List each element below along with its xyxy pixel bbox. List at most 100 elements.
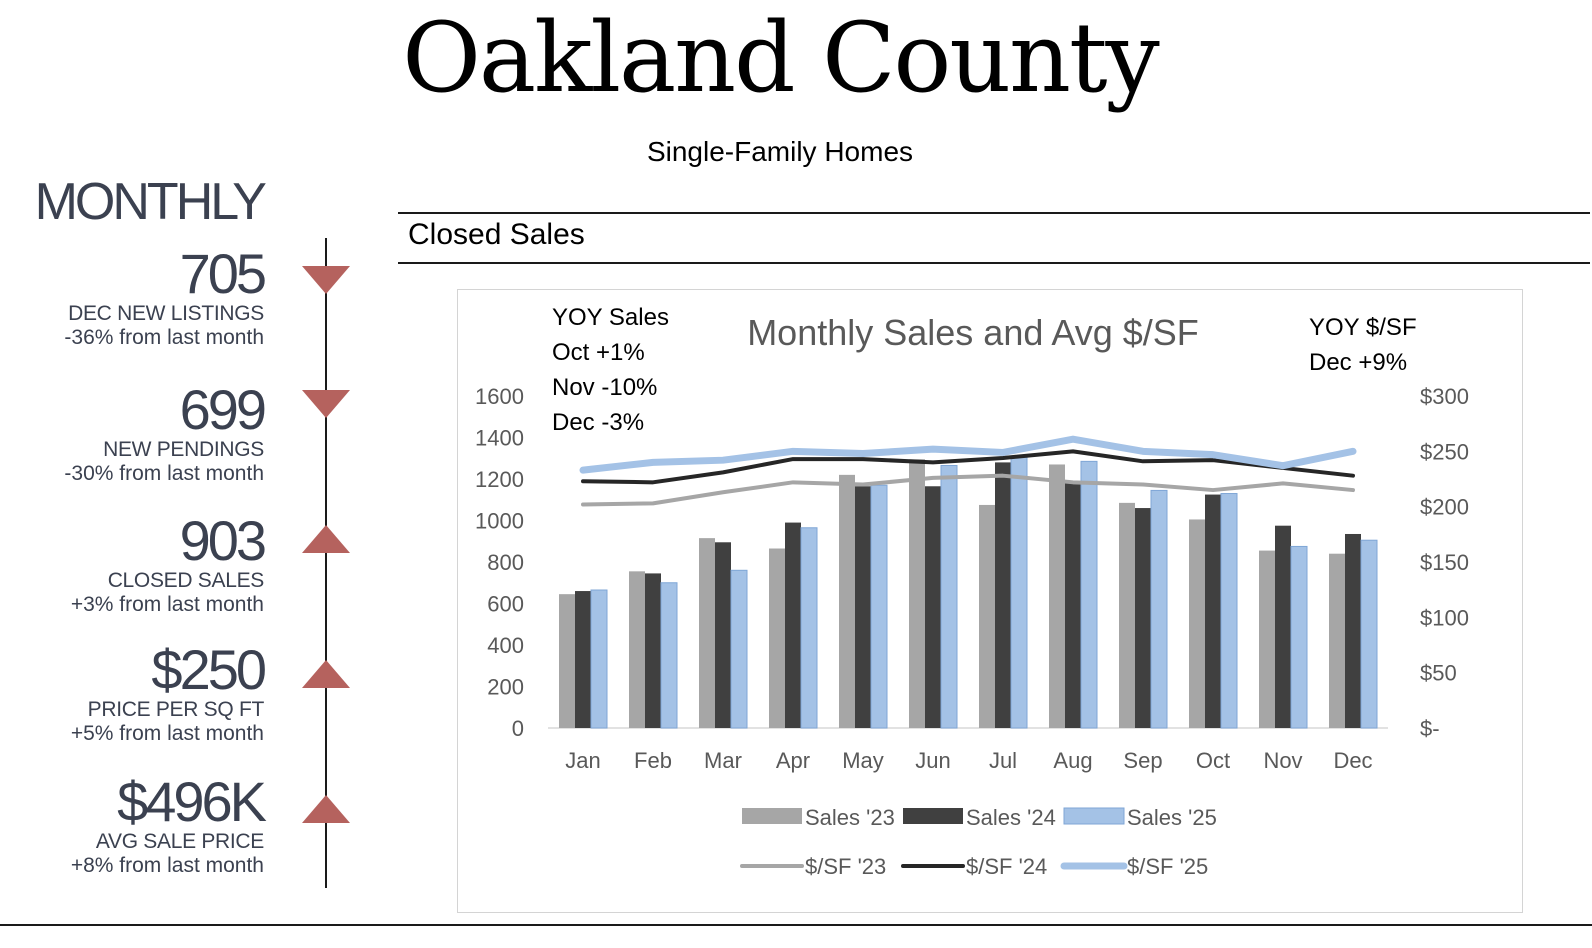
x-tick-label: Jul	[989, 748, 1017, 773]
x-tick-label: Apr	[776, 748, 810, 773]
bar-sales-24	[1205, 494, 1221, 728]
up-triangle-icon	[302, 525, 350, 553]
bar-sales-25	[730, 569, 748, 729]
metric-value: $250	[151, 638, 267, 701]
page-subtitle: Single-Family Homes	[646, 136, 914, 167]
x-tick-label: Sep	[1123, 748, 1162, 773]
down-triangle-icon	[302, 266, 350, 294]
annotation-yoy-sales: Nov -10%	[552, 374, 657, 401]
metric-new-listings: 705 DEC NEW LISTINGS -36% from last mont…	[20, 242, 267, 350]
annotation-yoy-sales: Dec -3%	[552, 409, 644, 436]
bar-sales-23	[909, 459, 925, 728]
x-tick-label: Mar	[704, 748, 742, 773]
metric-label: CLOSED SALES	[107, 569, 265, 592]
bar-sales-23	[629, 571, 645, 728]
metric-change: -36% from last month	[64, 326, 264, 350]
metric-closed-sales: 903 CLOSED SALES +3% from last month	[20, 509, 267, 617]
metric-label: DEC NEW LISTINGS	[68, 302, 264, 325]
bar-sales-24	[785, 522, 801, 728]
bar-sales-25	[590, 589, 608, 729]
annotation-yoy-sf: YOY $/SF	[1309, 314, 1417, 341]
metric-value: 705	[179, 242, 267, 305]
bar-sales-23	[1049, 464, 1065, 728]
legend-swatch	[903, 808, 963, 824]
down-triangle-icon	[302, 390, 350, 418]
metric-change: +8% from last month	[70, 854, 264, 878]
bar-sales-23	[769, 548, 785, 728]
legend-label: Sales '23	[805, 805, 895, 830]
metric-label: AVG SALE PRICE	[95, 830, 264, 853]
section-bottom-rule	[398, 262, 1590, 264]
legend-label: Sales '24	[966, 805, 1056, 830]
up-triangle-icon	[302, 660, 350, 688]
metric-value: 903	[179, 509, 267, 572]
metric-value: $496K	[117, 770, 267, 833]
metric-change: +3% from last month	[70, 593, 264, 617]
y-right-tick-label: $50	[1420, 661, 1457, 686]
y-left-tick-label: 800	[487, 550, 524, 575]
bar-sales-23	[699, 538, 715, 728]
bar-sales-25	[940, 465, 958, 729]
y-left-tick-label: 0	[512, 716, 524, 741]
x-tick-label: Dec	[1333, 748, 1372, 773]
metric-label: NEW PENDINGS	[103, 438, 264, 461]
metric-change: +5% from last month	[70, 722, 264, 746]
y-left-tick-label: 1000	[475, 509, 524, 534]
annotation-yoy-sf: Dec +9%	[1309, 349, 1407, 376]
annotation-yoy-sales: YOY Sales	[552, 304, 669, 331]
bar-sales-25	[1080, 460, 1098, 729]
section-top-rule	[398, 212, 1590, 214]
bar-sales-25	[870, 484, 888, 729]
bar-sales-25	[1360, 539, 1378, 729]
y-right-tick-label: $250	[1420, 439, 1469, 464]
bar-sales-24	[995, 462, 1011, 728]
x-tick-label: Jan	[565, 748, 600, 773]
period-label: MONTHLY	[34, 173, 267, 231]
y-right-tick-label: $150	[1420, 550, 1469, 575]
bar-sales-23	[839, 474, 855, 728]
bar-sales-24	[1275, 525, 1291, 728]
bar-sales-25	[660, 582, 678, 729]
metric-new-pendings: 699 NEW PENDINGS -30% from last month	[20, 378, 267, 486]
sales-chart: Monthly Sales and Avg $/SF YOY Sales Oct +…	[475, 304, 1469, 879]
y-left-tick-label: 1200	[475, 467, 524, 492]
x-tick-label: Aug	[1053, 748, 1092, 773]
timeline-line	[325, 238, 327, 888]
page-bottom-rule	[0, 924, 1592, 926]
metric-change: -30% from last month	[64, 462, 264, 486]
metric-avg-sale-price: $496K AVG SALE PRICE +8% from last month	[20, 770, 267, 878]
bar-sales-24	[1065, 483, 1081, 728]
bar-sales-25	[1290, 545, 1308, 729]
x-tick-label: May	[842, 748, 884, 773]
line--sf-25	[579, 435, 1357, 474]
bar-sales-25	[1150, 489, 1168, 729]
x-tick-label: Feb	[634, 748, 672, 773]
x-tick-label: Jun	[915, 748, 950, 773]
annotation-yoy-sales: Oct +1%	[552, 339, 645, 366]
up-triangle-icon	[302, 795, 350, 823]
section-title: Closed Sales	[408, 218, 585, 251]
page-title: Oakland County	[402, 2, 1160, 114]
bar-sales-24	[1135, 508, 1151, 728]
x-tick-label: Oct	[1196, 748, 1230, 773]
bar-sales-24	[925, 486, 941, 728]
y-right-tick-label: $100	[1420, 605, 1469, 630]
legend-label: $/SF '25	[1127, 854, 1208, 879]
line--sf-24	[581, 449, 1355, 485]
bar-sales-23	[979, 504, 995, 728]
legend-label: $/SF '24	[966, 854, 1047, 879]
y-right-tick-label: $-	[1420, 716, 1440, 741]
bar-sales-23	[1259, 550, 1275, 728]
y-left-tick-label: 1600	[475, 384, 524, 409]
bar-sales-24	[855, 486, 871, 728]
chart-title: Monthly Sales and Avg $/SF	[747, 312, 1199, 353]
metric-value: 699	[179, 378, 267, 441]
bar-sales-23	[559, 594, 575, 728]
chart-frame: Monthly Sales and Avg $/SF YOY Sales Oct +…	[457, 289, 1523, 913]
bar-sales-25	[1220, 493, 1238, 729]
bar-sales-24	[1345, 533, 1361, 728]
legend-swatch	[1063, 807, 1125, 825]
bar-sales-23	[1329, 553, 1345, 728]
y-left-tick-label: 200	[487, 675, 524, 700]
bar-sales-24	[645, 573, 661, 728]
